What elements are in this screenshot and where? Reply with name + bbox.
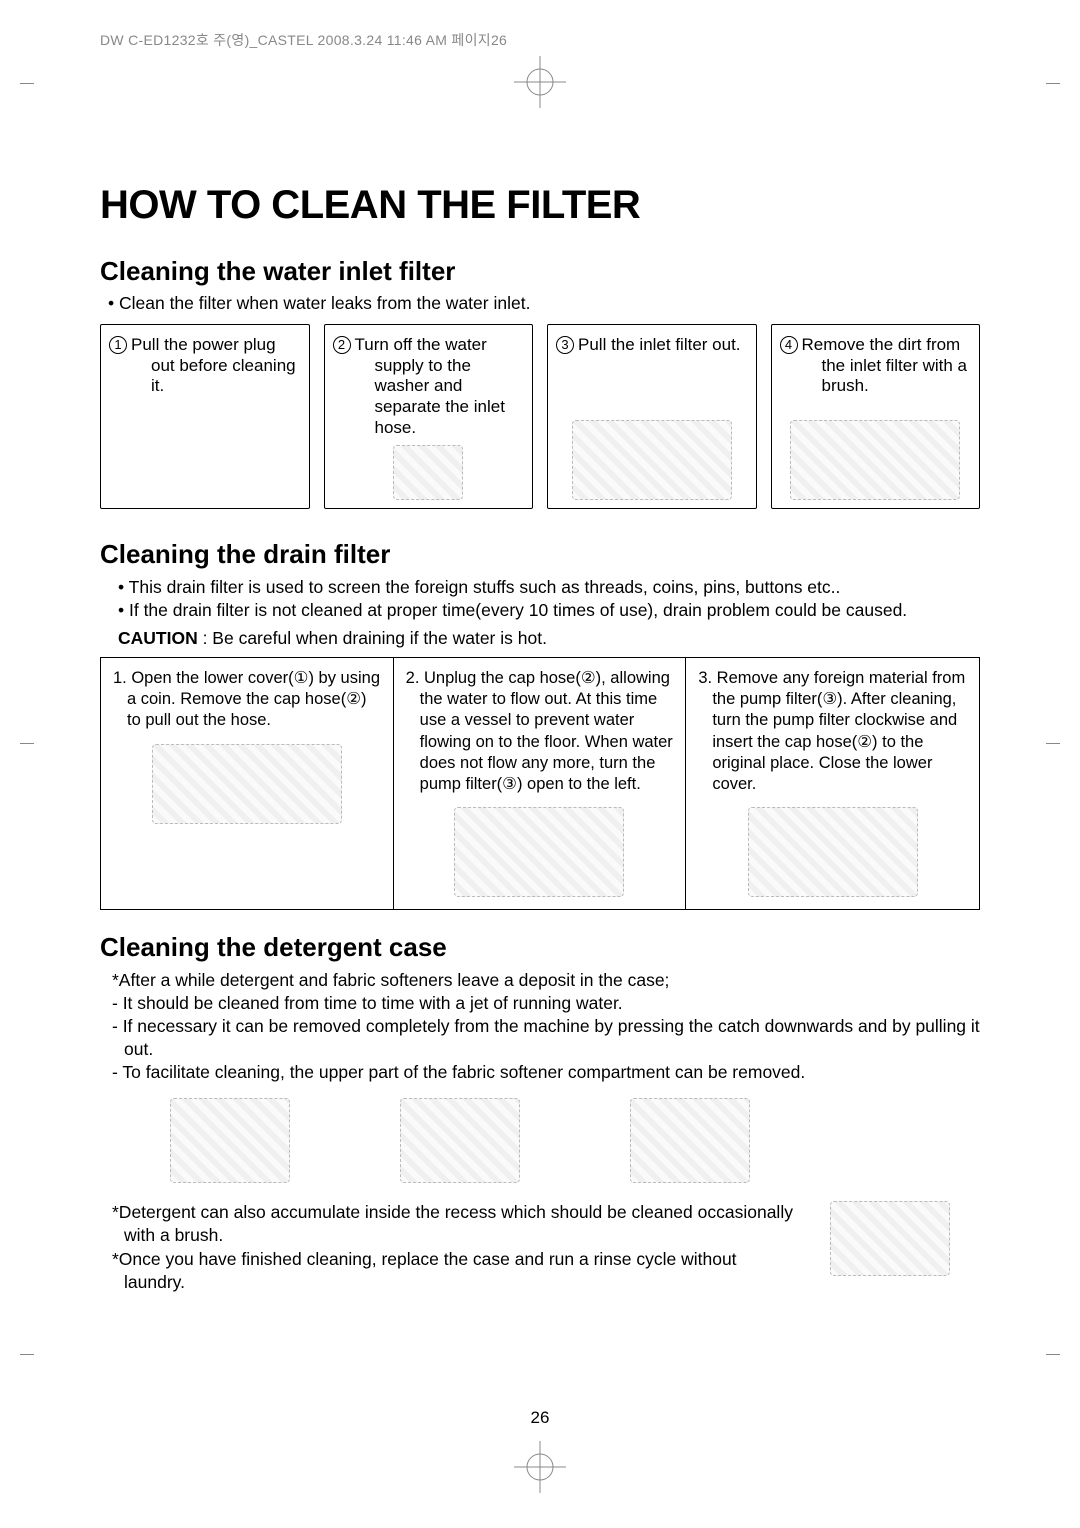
step-text: Pull the power plug out before cleaning … bbox=[131, 335, 301, 397]
step-text: Turn off the water supply to the washer … bbox=[355, 335, 525, 439]
step-text: Remove the dirt from the inlet filter wi… bbox=[802, 335, 972, 397]
illustration bbox=[393, 445, 463, 500]
drain-bullet-2: • If the drain filter is not cleaned at … bbox=[118, 599, 980, 622]
crop-mark-top bbox=[100, 56, 980, 113]
detergent-lower-text: *Detergent can also accumulate inside th… bbox=[100, 1201, 800, 1293]
drain-col-2: 2. Unplug the cap hose(②), allowing the … bbox=[394, 658, 687, 909]
step-number-icon: 1 bbox=[109, 336, 127, 354]
inlet-note: • Clean the filter when water leaks from… bbox=[108, 293, 980, 314]
drain-caution: CAUTION : Be careful when draining if th… bbox=[118, 628, 980, 649]
step-number-icon: 3 bbox=[556, 336, 574, 354]
inlet-step-4: 4 Remove the dirt from the inlet filter … bbox=[771, 324, 981, 509]
drain-col-3: 3. Remove any foreign material from the … bbox=[686, 658, 979, 909]
illustration bbox=[454, 807, 624, 897]
drain-step-text: 2. Unplug the cap hose(②), allowing the … bbox=[406, 668, 674, 795]
illustration bbox=[748, 807, 918, 897]
inlet-step-3: 3 Pull the inlet filter out. bbox=[547, 324, 757, 509]
inlet-title: Cleaning the water inlet filter bbox=[100, 256, 980, 287]
detergent-lower: *Detergent can also accumulate inside th… bbox=[100, 1201, 980, 1293]
illustration bbox=[572, 420, 732, 500]
detergent-line: - If necessary it can be removed complet… bbox=[100, 1015, 980, 1061]
inlet-steps: 1 Pull the power plug out before cleanin… bbox=[100, 324, 980, 509]
page-title: HOW TO CLEAN THE FILTER bbox=[100, 183, 980, 228]
illustration bbox=[790, 420, 960, 500]
illustration bbox=[630, 1098, 750, 1183]
inlet-step-1: 1 Pull the power plug out before cleanin… bbox=[100, 324, 310, 509]
drain-title: Cleaning the drain filter bbox=[100, 539, 980, 570]
step-text: Pull the inlet filter out. bbox=[578, 335, 748, 356]
illustration bbox=[400, 1098, 520, 1183]
detergent-line: - It should be cleaned from time to time… bbox=[100, 992, 980, 1015]
illustration bbox=[830, 1201, 950, 1276]
illustration bbox=[152, 744, 342, 824]
detergent-images bbox=[100, 1098, 980, 1183]
drain-step-text: 1. Open the lower cover(①) by using a co… bbox=[113, 668, 381, 731]
drain-col-1: 1. Open the lower cover(①) by using a co… bbox=[101, 658, 394, 909]
detergent-title: Cleaning the detergent case bbox=[100, 932, 980, 963]
detergent-lower-line: *Once you have finished cleaning, replac… bbox=[100, 1248, 800, 1294]
drain-steps: 1. Open the lower cover(①) by using a co… bbox=[100, 657, 980, 910]
drain-bullet-1: • This drain filter is used to screen th… bbox=[118, 576, 980, 599]
detergent-line: - To facilitate cleaning, the upper part… bbox=[100, 1061, 980, 1084]
detergent-notes: *After a while detergent and fabric soft… bbox=[100, 969, 980, 1084]
drain-step-text: 3. Remove any foreign material from the … bbox=[698, 668, 967, 795]
illustration bbox=[170, 1098, 290, 1183]
crop-mark-bottom bbox=[0, 1441, 1080, 1498]
page: DW C-ED1232호 주(영)_CASTEL 2008.3.24 11:46… bbox=[0, 0, 1080, 1528]
step-number-icon: 4 bbox=[780, 336, 798, 354]
detergent-lower-line: *Detergent can also accumulate inside th… bbox=[100, 1201, 800, 1247]
page-number: 26 bbox=[0, 1408, 1080, 1428]
detergent-line: *After a while detergent and fabric soft… bbox=[100, 969, 980, 992]
printer-mark: DW C-ED1232호 주(영)_CASTEL 2008.3.24 11:46… bbox=[100, 30, 980, 50]
step-number-icon: 2 bbox=[333, 336, 351, 354]
inlet-step-2: 2 Turn off the water supply to the washe… bbox=[324, 324, 534, 509]
